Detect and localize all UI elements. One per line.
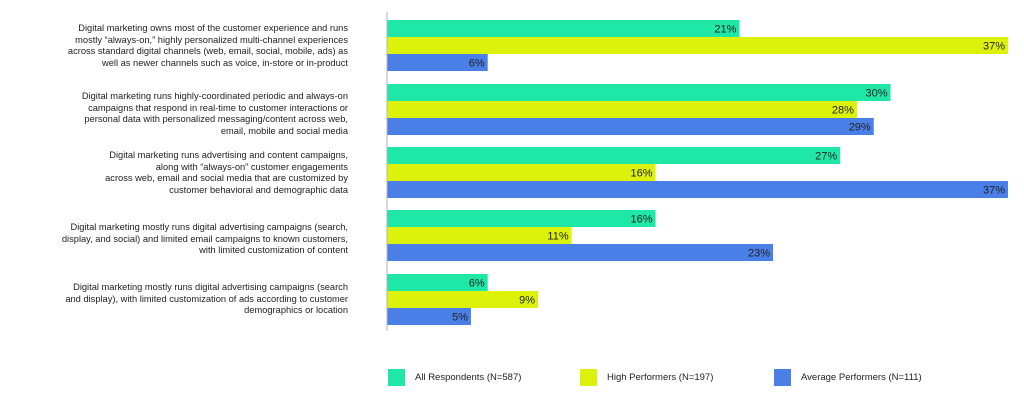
category-label-line: display, and social) and limited email c… [61,233,348,244]
bar-average-performers-4 [387,244,774,261]
category-label-4: Digital marketing mostly runs digital ad… [8,222,348,257]
category-label-line: Digital marketing runs highly-coordinate… [81,91,348,101]
category-label-line: along with “always-on” customer engageme… [155,161,348,172]
legend-swatch-all-respondents [388,368,405,386]
bar-high-performers-2 [387,101,857,118]
category-label-line: demographics or location [244,305,348,315]
value-label-average-performers-1: 6% [469,58,485,70]
value-label-average-performers-3: 37% [983,185,1005,197]
legend-item-all-respondents: All Respondents (N=587) [388,368,521,386]
legend-label-all-respondents: All Respondents (N=587) [415,371,522,383]
bar-average-performers-2 [387,118,874,135]
value-label-all-respondents-5: 6% [469,278,485,290]
value-label-high-performers-3: 16% [631,168,653,180]
legend-label-high-performers: High Performers (N=197) [607,371,714,383]
category-label-line: across standard digital channels (web, e… [67,46,348,56]
bar-all-respondents-3 [387,147,841,164]
category-label-line: Digital marketing runs advertising and c… [109,150,348,160]
value-label-high-performers-1: 37% [983,41,1005,53]
bar-all-respondents-2 [387,84,891,101]
bar-all-respondents-5 [387,274,488,291]
bar-all-respondents-1 [387,20,740,37]
bar-average-performers-3 [387,181,1008,198]
category-label-3: Digital marketing runs advertising and c… [8,150,348,196]
value-label-average-performers-2: 29% [849,122,871,134]
legend-item-high-performers: High Performers (N=197) [580,368,713,386]
legend-item-average-performers: Average Performers (N=111) [774,368,922,386]
value-label-all-respondents-4: 16% [631,214,653,226]
bar-high-performers-1 [387,37,1008,54]
category-label-line: Digital marketing mostly runs digital ad… [73,282,348,292]
legend-label-average-performers: Average Performers (N=111) [801,371,922,383]
value-label-average-performers-5: 5% [452,312,468,324]
category-label-line: email, mobile and social media [220,125,348,136]
bar-all-respondents-4 [387,210,656,227]
category-label-line: well as newer channels such as voice, in… [102,57,348,68]
category-label-line: mostly “always-on,” highly personalized … [75,34,348,45]
value-label-all-respondents-2: 30% [865,88,887,100]
category-label-line: and display), with limited customization… [65,293,348,304]
value-label-high-performers-4: 11% [547,231,568,243]
value-labels-layer: 21% 37% 6% 30% 28% 29% 27% 16% 37% 16% 11% 23% 6% 9% 5… [452,24,1005,324]
category-label-line: personal data with personalized messagin… [84,114,348,124]
category-label-line: across web, email and social media that … [105,173,348,183]
bar-average-performers-1 [387,54,488,71]
category-label-1: Digital marketing owns most of the custo… [8,23,348,69]
legend-swatch-high-performers [580,368,597,386]
legend-swatch-average-performers [774,368,791,386]
bar-high-performers-5 [387,291,539,308]
value-label-high-performers-5: 9% [519,295,535,307]
category-label-line: with limited customization of content [199,245,348,255]
category-label-line: Digital marketing owns most of the custo… [78,23,348,33]
value-label-all-respondents-3: 27% [815,151,837,163]
bar-average-performers-5 [387,308,471,325]
category-label-5: Digital marketing mostly runs digital ad… [8,282,348,317]
value-label-high-performers-2: 28% [832,105,854,117]
category-label-line: customer behavioral and demographic data [169,184,348,195]
category-label-2: Digital marketing runs highly-coordinate… [8,91,348,137]
bar-high-performers-4 [387,227,572,244]
value-label-average-performers-4: 23% [748,248,770,260]
value-label-all-respondents-1: 21% [714,24,736,36]
category-label-line: Digital marketing mostly runs digital ad… [70,222,348,232]
bars-layer [387,20,1008,325]
bar-high-performers-3 [387,164,656,181]
category-label-line: campaigns that respond in real-time to c… [88,102,348,113]
